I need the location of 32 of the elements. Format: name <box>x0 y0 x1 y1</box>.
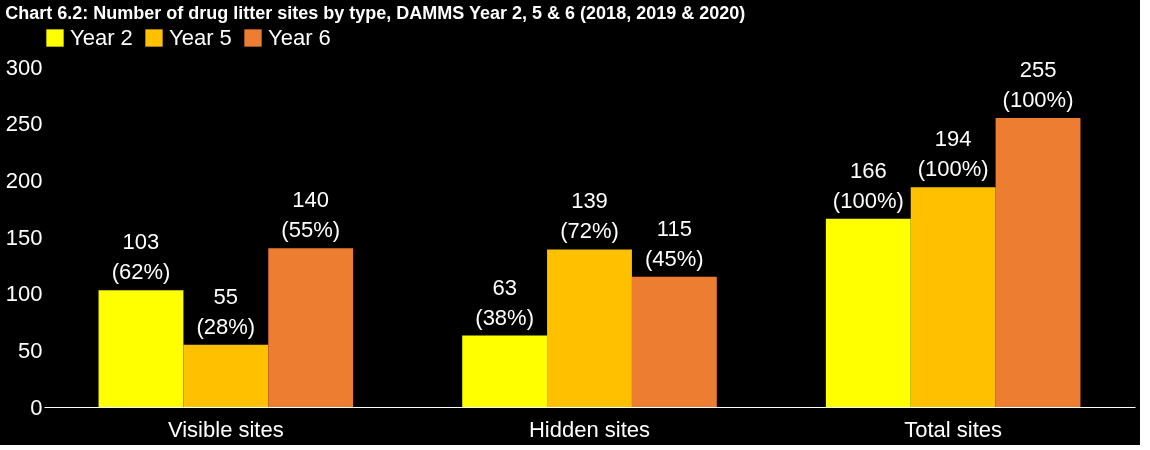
data-label: 255 (100%) <box>1002 57 1074 112</box>
data-label: 166 (100%) <box>832 157 904 213</box>
data-label: 115 (45%) <box>645 215 704 271</box>
data-label: 55 (28%) <box>196 283 256 339</box>
data-label: 194 (100%) <box>917 126 989 182</box>
bar <box>910 187 996 407</box>
chart-title: Chart 6.2: Number of drug litter sites by type, DAMMS Year 2, 5 & 6 (2018, 2019 & 2020) <box>5 3 746 23</box>
bar <box>995 118 1081 407</box>
y-tick-label: 100 <box>5 281 43 307</box>
x-tick-label: Total sites <box>904 416 1003 442</box>
y-tick-label: 150 <box>5 224 43 250</box>
y-tick-label: 200 <box>5 167 43 193</box>
bar <box>631 276 717 407</box>
bar <box>98 290 184 407</box>
y-tick-label: 0 <box>30 394 43 420</box>
y-tick-label: 50 <box>18 337 43 363</box>
y-tick-label: 250 <box>5 111 43 137</box>
legend-label: Year 6 <box>268 25 331 50</box>
x-tick-label: Hidden sites <box>528 416 651 442</box>
bar <box>268 248 354 407</box>
x-tick-label: Visible sites <box>167 416 284 442</box>
y-tick-label: 300 <box>5 54 43 80</box>
data-label: 103 (62%) <box>111 229 171 285</box>
bar <box>183 344 269 407</box>
data-label: 139 (72%) <box>560 188 619 244</box>
bar <box>547 249 632 407</box>
bar <box>825 218 911 407</box>
bar <box>462 335 548 407</box>
data-label: 63 (38%) <box>475 274 534 330</box>
data-label: 140 (55%) <box>281 187 341 243</box>
legend-label: Year 2 <box>70 25 133 50</box>
legend-label: Year 5 <box>169 25 232 50</box>
